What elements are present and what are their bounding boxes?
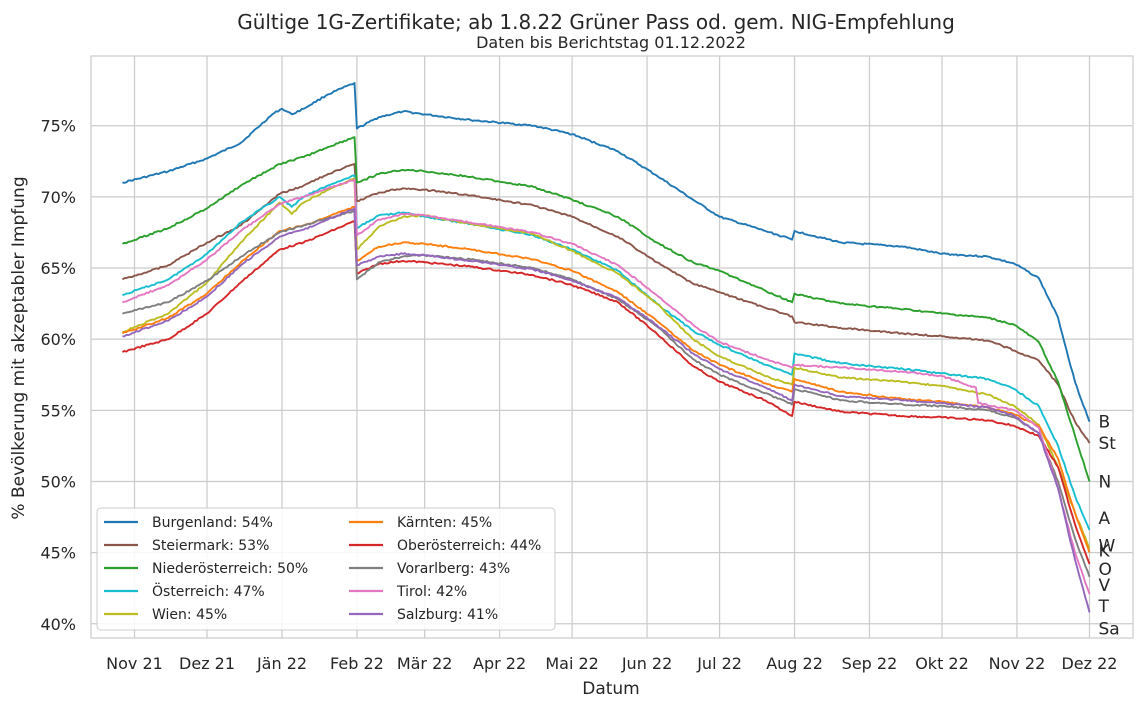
x-axis-ticks: Nov 21 Dez 21 Jän 22 Feb 22 Mär 22 Apr 22 Mai … xyxy=(106,654,1117,673)
y-tick-label: 60% xyxy=(40,330,76,349)
x-tick-label: Aug 22 xyxy=(766,654,823,673)
end-label-sa: Sa xyxy=(1098,619,1119,639)
end-label-st: St xyxy=(1098,434,1116,454)
legend-label-w: Wien: 45% xyxy=(152,607,227,623)
legend-box xyxy=(96,507,556,631)
plot-area-frame xyxy=(90,55,1134,639)
end-label-t: T xyxy=(1097,597,1109,617)
x-tick-label: Nov 22 xyxy=(989,654,1046,673)
legend-label-sa: Salzburg: 41% xyxy=(397,607,498,623)
x-tick-label: Dez 22 xyxy=(1061,654,1117,673)
y-tick-label: 55% xyxy=(40,401,76,420)
legend-label-n: Niederösterreich: 50% xyxy=(152,561,308,577)
legend-label-o: Oberösterreich: 44% xyxy=(397,538,541,554)
legend-label-st: Steiermark: 53% xyxy=(152,538,269,554)
x-tick-label: Apr 22 xyxy=(473,654,526,673)
y-tick-label: 50% xyxy=(40,472,76,491)
chart-subtitle: Daten bis Berichtstag 01.12.2022 xyxy=(476,33,746,52)
end-label-v: V xyxy=(1098,576,1110,596)
x-tick-label: Mär 22 xyxy=(397,654,453,673)
series-line-a xyxy=(122,174,1091,531)
x-tick-label: Jul 22 xyxy=(696,654,742,673)
legend: Burgenland: 54% Steiermark: 53% Niederöste… xyxy=(96,507,556,631)
chart-title: Gültige 1G-Zertifikate; ab 1.8.22 Grüner… xyxy=(237,10,955,34)
end-label-n: N xyxy=(1098,472,1111,492)
y-tick-label: 40% xyxy=(40,615,76,634)
y-tick-label: 65% xyxy=(40,259,76,278)
end-label-a: A xyxy=(1098,509,1110,529)
end-label-b: B xyxy=(1098,413,1110,433)
legend-label-k: Kärnten: 45% xyxy=(397,515,492,531)
series-line-n xyxy=(122,136,1091,482)
series-line-t xyxy=(122,178,1091,595)
end-label-k: K xyxy=(1098,542,1110,562)
x-tick-label: Nov 21 xyxy=(106,654,163,673)
x-tick-label: Okt 22 xyxy=(915,654,969,673)
y-tick-label: 45% xyxy=(40,544,76,563)
x-tick-label: Jun 22 xyxy=(621,654,672,673)
x-tick-label: Jän 22 xyxy=(256,654,307,673)
end-label-w: W xyxy=(1098,536,1115,556)
series-line-st xyxy=(121,163,1091,444)
x-axis-label: Datum xyxy=(582,679,640,699)
x-tick-label: Mai 22 xyxy=(545,654,599,673)
legend-label-b: Burgenland: 54% xyxy=(152,515,273,531)
y-axis-ticks: 40% 45% 50% 55% 60% 65% 70% 75% xyxy=(40,117,76,634)
legend-label-v: Vorarlberg: 43% xyxy=(397,561,510,577)
x-tick-label: Dez 21 xyxy=(179,654,235,673)
x-tick-label: Sep 22 xyxy=(842,654,898,673)
y-tick-label: 70% xyxy=(40,188,76,207)
legend-label-a: Österreich: 47% xyxy=(152,582,265,600)
y-axis-label: % Bevölkerung mit akzeptabler Impfung xyxy=(9,176,29,519)
end-label-o: O xyxy=(1098,560,1111,580)
x-tick-label: Feb 22 xyxy=(330,654,384,673)
series-line-w xyxy=(122,177,1091,549)
legend-label-t: Tirol: 42% xyxy=(396,584,467,600)
series-line-sa xyxy=(122,207,1091,613)
series-line-o xyxy=(121,220,1091,565)
y-tick-label: 75% xyxy=(40,117,76,136)
series-lines xyxy=(121,82,1091,613)
series-line-b xyxy=(122,82,1091,423)
